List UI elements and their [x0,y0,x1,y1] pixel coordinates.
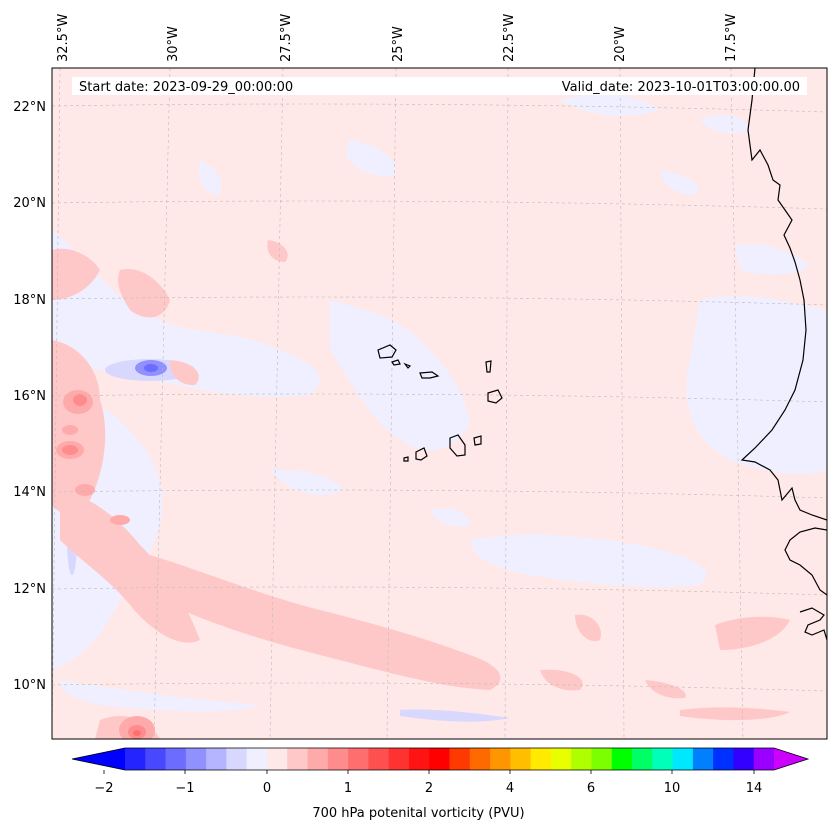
colorbar-cell [246,748,268,770]
colorbar-cell [226,748,248,770]
colorbar-cell [571,748,592,770]
graticule [52,68,827,739]
colorbar-label: 700 hPa potenital vorticity (PVU) [312,806,525,821]
colorbar-cell [307,748,329,770]
colorbar-cell [611,748,633,770]
cb-tick-label: 2 [425,781,433,796]
colorbar: −2 −1 0 1 2 4 6 10 14 [71,747,810,796]
colorbar-cell [266,748,288,770]
cb-tick-label: 10 [664,781,681,796]
longitude-labels: 32.5°W 30°W 27.5°W 25°W 22.5°W 20°W 17.5… [56,14,739,62]
colorbar-cell [125,748,146,770]
strong-positive-pv [56,390,155,739]
colorbar-cell [469,748,491,770]
colorbar-cell [490,748,511,770]
colorbar-cell [348,748,369,770]
lon-label: 20°W [613,26,628,62]
lat-label: 14°N [13,485,46,500]
lat-label: 20°N [13,196,46,211]
valid-date-label: Valid_date: 2023-10-01T03:00:00.00 [562,80,800,95]
colorbar-cell [185,748,207,770]
colorbar-cell [287,748,309,770]
colorbar-cell [632,748,653,770]
colorbar-cell [206,748,227,770]
lon-label: 17.5°W [724,14,739,62]
map-frame [51,67,828,740]
cb-tick-label: 1 [344,781,352,796]
cb-tick-label: −2 [94,781,113,796]
colorbar-over-arrow [774,748,808,770]
lon-label: 27.5°W [279,14,294,62]
colorbar-cell [449,748,471,770]
colorbar-cell [145,748,167,770]
cb-tick-label: −1 [175,781,194,796]
colorbar-cell [368,748,390,770]
cb-tick-label: 4 [506,781,514,796]
colorbar-cell [388,748,410,770]
cb-tick-label: 0 [263,781,271,796]
colorbar-cell [510,748,532,770]
colorbar-cell [429,748,450,770]
lat-label: 12°N [13,582,46,597]
lon-label: 32.5°W [56,14,71,62]
lon-label: 30°W [166,26,181,62]
lat-label: 10°N [13,678,46,693]
latitude-labels: 22°N 20°N 18°N 16°N 14°N 12°N 10°N [13,100,46,693]
colorbar-cells [125,748,775,770]
colorbar-outline [71,747,810,771]
lat-label: 16°N [13,389,46,404]
colorbar-cell [327,748,349,770]
colorbar-cell [713,748,734,770]
colorbar-cell [550,748,572,770]
cb-tick-label: 14 [746,781,763,796]
colorbar-cell [408,748,430,770]
africa-coastline [740,68,827,641]
colorbar-tick-labels: −2 −1 0 1 2 4 6 10 14 [94,781,762,796]
colorbar-cell [753,748,775,770]
cb-tick-label: 6 [587,781,595,796]
colorbar-cell [165,748,187,770]
lon-label: 25°W [391,26,406,62]
info-box [72,77,807,95]
start-date-label: Start date: 2023-09-29_00:00:00 [79,80,293,95]
colorbar-cell [591,748,613,770]
colorbar-ticks [103,770,755,774]
pv-field [52,68,827,739]
colorbar-cell [692,748,714,770]
lat-label: 22°N [13,100,46,115]
colorbar-cell [733,748,755,770]
lat-label: 18°N [13,293,46,308]
cabo-verde-islands [377,344,503,462]
lon-label: 22.5°W [502,14,517,62]
colorbar-cell [652,748,674,770]
colorbar-under-arrow [72,748,125,770]
colorbar-cell [530,748,552,770]
colorbar-cell [672,748,694,770]
